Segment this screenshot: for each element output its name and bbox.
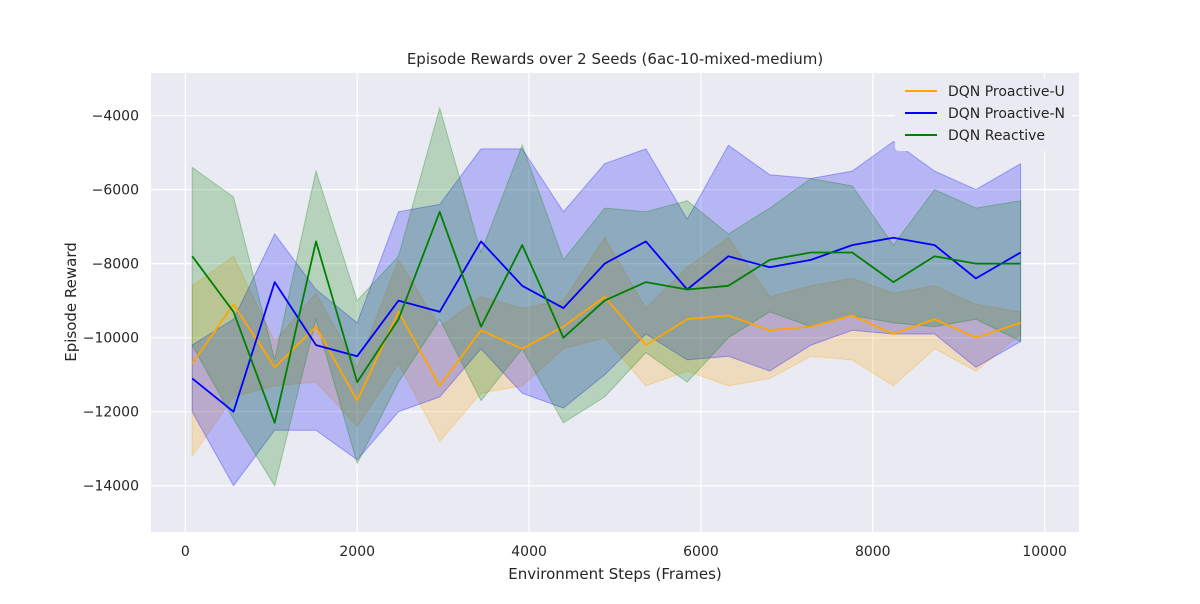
y-tick-label: −10000 <box>83 331 139 347</box>
y-tick-labels: −14000 −12000 −10000 −8000 −6000 −4000 <box>83 109 139 495</box>
x-tick-label: 0 <box>181 544 190 560</box>
chart-title: Episode Rewards over 2 Seeds (6ac-10-mix… <box>407 50 823 68</box>
series-band-2 <box>191 106 1022 487</box>
series-lines <box>191 210 1022 424</box>
legend-box <box>895 79 1072 151</box>
x-tick-label: 4000 <box>511 544 547 560</box>
y-tick-label: −8000 <box>92 257 139 273</box>
x-tick-label: 6000 <box>683 544 719 560</box>
legend: DQN Proactive-U DQN Proactive-N DQN Reacti… <box>895 79 1072 151</box>
y-tick-label: −14000 <box>83 479 139 495</box>
x-tick-label: 2000 <box>339 544 375 560</box>
x-tick-label: 8000 <box>855 544 891 560</box>
y-tick-label: −6000 <box>92 183 139 199</box>
y-axis-label: Episode Reward <box>62 242 80 362</box>
series-band-0 <box>191 236 1022 458</box>
legend-label-1: DQN Proactive-N <box>948 106 1065 122</box>
series-line-2 <box>191 210 1021 424</box>
y-tick-label: −4000 <box>92 109 139 125</box>
confidence-bands <box>191 106 1022 487</box>
series-line-0 <box>191 295 1021 402</box>
legend-label-2: DQN Reactive <box>948 128 1045 144</box>
y-tick-label: −12000 <box>83 405 139 421</box>
series-band-1 <box>191 140 1022 487</box>
x-axis-label: Environment Steps (Frames) <box>508 565 722 583</box>
series-line-1 <box>191 236 1022 413</box>
x-tick-labels: 0 2000 4000 6000 8000 10000 <box>181 544 1067 560</box>
x-tick-label: 10000 <box>1022 544 1067 560</box>
legend-label-0: DQN Proactive-U <box>948 84 1065 100</box>
